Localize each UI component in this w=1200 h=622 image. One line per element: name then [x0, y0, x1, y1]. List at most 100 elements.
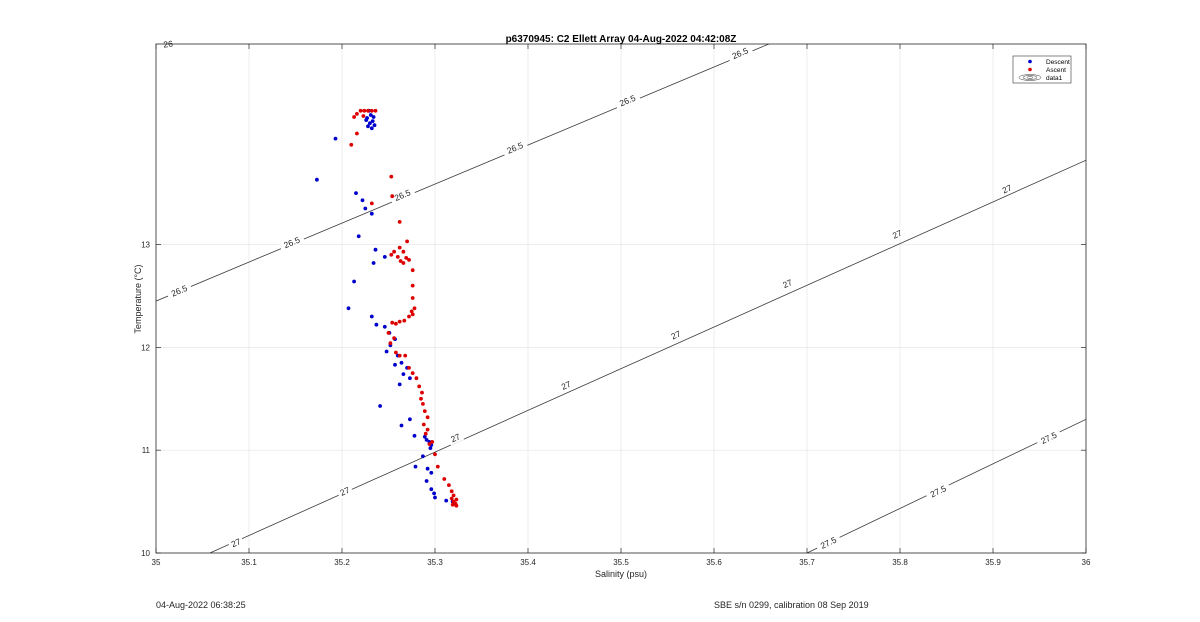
ascent-point [410, 283, 415, 288]
y-tick-label: 10 [141, 549, 150, 558]
legend-ascent-label: Ascent [1046, 67, 1066, 74]
ascent-point [427, 442, 432, 446]
descent-point [399, 423, 404, 428]
contour-label-bg [726, 43, 754, 63]
contour-label-bg [557, 377, 575, 393]
ascent-point [425, 415, 430, 420]
x-tick-label: 36 [1082, 558, 1091, 567]
x-tick-label: 35.3 [427, 558, 443, 567]
descent-point [360, 198, 365, 203]
x-tick-label: 35.6 [706, 558, 722, 567]
contour-line [156, 44, 770, 302]
ascent-point [450, 502, 455, 507]
x-tick-label: 35.7 [799, 558, 815, 567]
ascent-point [401, 249, 406, 254]
descent-point [412, 433, 417, 438]
ascent-point [442, 477, 447, 481]
contour-label-bg [815, 532, 842, 553]
ascent-point [394, 321, 398, 326]
descent-point [408, 417, 412, 422]
descent-point [363, 206, 368, 211]
contour-label-bg [614, 91, 641, 110]
contour-label: 27 [449, 431, 462, 444]
descent-point [352, 279, 356, 284]
contour-label-bg [165, 281, 193, 301]
x-axis-label: Salinity (psu) [595, 569, 647, 579]
ascent-point [425, 427, 430, 432]
ascent-point [401, 261, 406, 265]
ascent-point [390, 320, 395, 325]
footer-timestamp: 04-Aug-2022 06:38:25 [156, 600, 246, 610]
ascent-point [355, 112, 359, 116]
descent-point [369, 314, 374, 319]
contour-label: 27 [891, 228, 904, 241]
ascent-point [392, 249, 396, 254]
contour-line [209, 159, 1086, 553]
descent-point [382, 324, 387, 329]
x-tick-label: 35.4 [520, 558, 536, 567]
contour-label: 27 [781, 277, 794, 290]
y-tick-label: 13 [141, 241, 150, 250]
contour-label: 27 [1001, 182, 1014, 195]
descent-point [368, 121, 372, 126]
contour-label: 27 [670, 328, 683, 341]
ascent-point [407, 366, 411, 370]
descent-point [399, 360, 404, 365]
ascent-point [419, 396, 423, 401]
ascent-point [423, 431, 428, 436]
ascent-point [349, 142, 354, 147]
contour-label-bg [1035, 427, 1063, 448]
contour-label: 27 [230, 536, 243, 549]
ascent-point [421, 402, 425, 406]
ascent-point [407, 314, 411, 319]
descent-point [444, 498, 449, 503]
y-tick-label: 12 [141, 343, 150, 352]
ascent-point [430, 440, 435, 444]
x-tick-label: 35.9 [985, 558, 1001, 567]
y-tick-label: 11 [142, 446, 151, 455]
ascent-point [397, 319, 402, 324]
ascent-point [447, 483, 451, 487]
descent-point [346, 306, 351, 311]
descent-point [393, 362, 397, 367]
legend-contour-icon [1018, 74, 1042, 81]
ascent-point [410, 296, 415, 300]
ascent-point [433, 452, 437, 457]
descent-point [369, 126, 374, 131]
descent-point [371, 115, 376, 119]
contour-label-bg [998, 181, 1016, 197]
ascent-point [361, 114, 366, 118]
ascent-point [386, 331, 391, 335]
ascent-point [355, 131, 359, 136]
legend: Descent Ascent data1 [1012, 55, 1072, 84]
ascent-point [389, 174, 394, 179]
descent-point [378, 404, 382, 408]
ascent-point [394, 350, 398, 355]
ascent-point [404, 256, 409, 260]
ascent-point [389, 252, 394, 257]
x-tick-label: 35 [152, 558, 161, 567]
contour-label-bg [667, 327, 685, 343]
ascent-point [397, 353, 402, 358]
contour-label-bg [389, 185, 416, 205]
series-ascent [349, 108, 459, 508]
legend-descent-label: Descent [1046, 59, 1070, 66]
descent-point [413, 464, 418, 469]
descent-point [432, 491, 436, 496]
contour-label-bg [227, 535, 245, 551]
x-tick-label: 35.1 [241, 558, 257, 567]
descent-point [382, 255, 387, 259]
descent-point [425, 466, 430, 471]
contour-label-bg [336, 483, 354, 499]
descent-point [401, 372, 406, 376]
ascent-point [414, 376, 419, 381]
ascent-point [403, 353, 408, 358]
ascent-point [412, 306, 417, 311]
footer-calibration: SBE s/n 0299, calibration 08 Sep 2019 [714, 600, 869, 610]
data-points [315, 108, 459, 508]
ascent-point [449, 489, 454, 494]
ascent-point [398, 259, 403, 263]
grid [156, 44, 1086, 553]
descent-point [368, 113, 373, 117]
descent-point [422, 434, 427, 439]
